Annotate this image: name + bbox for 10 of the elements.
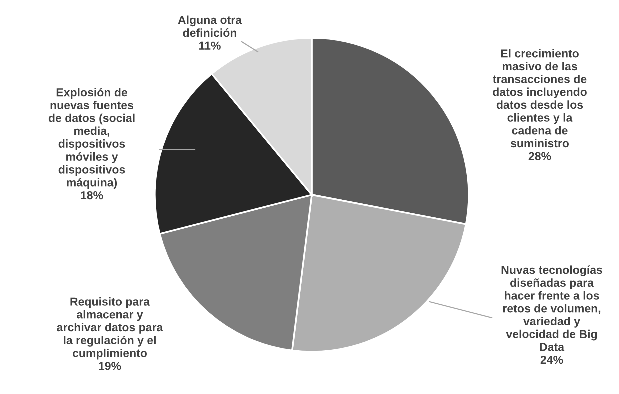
slice-label: El crecimiento masivo de las transacciones de datos incluyendo datos desde los clientes y la cadena de suministro — [493, 49, 587, 148]
data-label: 11% — [200, 42, 221, 50]
slice-label: Alguna otra definición — [178, 16, 242, 38]
data-label: 28% — [528, 152, 552, 160]
slice-label: Requisito para almacenar y archivar datos para la regulación y el cumplimiento — [57, 297, 164, 360]
data-label: 18% — [81, 191, 104, 200]
data-label: 24% — [540, 356, 564, 364]
slice-label: Explosión de nuevas fuentes de datos (social media, dispositivos móviles y dispositivos máquina) — [48, 88, 135, 190]
slice-label: Nuvas tecnologías diseñadas para hacer frente a los retos de volumen, variedad y velocidad de Big Data — [502, 266, 602, 352]
data-label: 19% — [99, 362, 122, 370]
